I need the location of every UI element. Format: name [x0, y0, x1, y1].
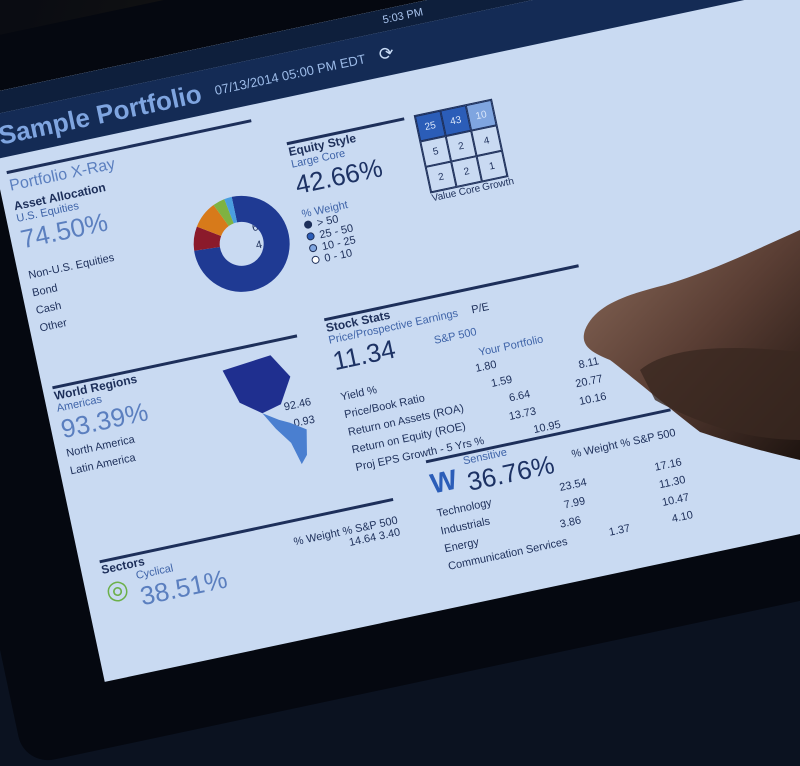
allocation-donut	[193, 195, 290, 292]
donut-slice	[196, 204, 229, 236]
tablet-screen: 5:03 PM Sample Portfolio 07/13/2014 05:0…	[0, 0, 800, 682]
donut-slice	[224, 196, 238, 224]
world-map	[222, 355, 307, 465]
hand-finger	[583, 230, 800, 460]
donut-slice	[193, 226, 222, 251]
donut-slice	[194, 195, 290, 292]
donut-slice	[213, 199, 234, 227]
